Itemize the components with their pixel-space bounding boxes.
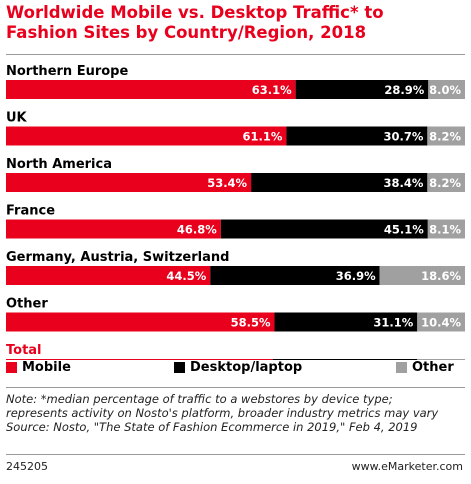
bar-desktop-laptop-uk — [286, 126, 428, 146]
category-label-france: France — [6, 204, 55, 219]
legend-item-other: Other — [396, 360, 454, 375]
bottom-divider — [6, 454, 465, 455]
note-line-2: represents activity on Nosto's platform,… — [6, 406, 439, 420]
legend-label-desktop: Desktop/laptop — [190, 360, 303, 375]
bar-other-france — [427, 219, 465, 239]
data-label-mobile-northern-europe: 63.1% — [252, 83, 292, 97]
category-label-other: Other — [6, 297, 48, 312]
data-label-other-uk: 8.2% — [429, 130, 461, 144]
bar-mobile-france — [6, 219, 221, 239]
brand-link[interactable]: www.eMarketer.com — [351, 460, 463, 473]
bar-mobile-other — [6, 312, 275, 332]
category-label-germany-austria-switzerland: Germany, Austria, Switzerland — [6, 250, 229, 265]
note-source: Source: Nosto, "The State of Fashion Eco… — [6, 420, 418, 434]
chart-note: Note: *median percentage of traffic to a… — [6, 392, 468, 434]
bar-mobile-total — [6, 359, 273, 360]
bar-mobile-northern-europe — [6, 80, 296, 99]
data-label-other-france: 8.1% — [429, 223, 461, 237]
category-label-total: Total — [6, 343, 42, 358]
title-divider — [6, 54, 465, 55]
legend-swatch-other — [396, 362, 407, 373]
data-label-mobile-north-america: 53.4% — [207, 176, 247, 190]
chart-title: Worldwide Mobile vs. Desktop Traffic* to… — [6, 3, 384, 42]
category-label-north-america: North America — [6, 157, 112, 172]
stacked-bar-chart: Northern Europe 63.1% 28.9% 8.0% UK 61.1% 30.7… — [6, 64, 465, 360]
data-label-desktop-laptop-france: 45.1% — [384, 223, 424, 237]
data-label-other-north-america: 8.2% — [429, 176, 461, 190]
category-label-uk: UK — [6, 111, 28, 126]
bar-desktop-laptop-other — [274, 312, 418, 332]
category-label-northern-europe: Northern Europe — [6, 64, 128, 79]
bar-other-northern-europe — [428, 80, 465, 99]
data-label-desktop-laptop-uk: 30.7% — [383, 130, 423, 144]
bar-other-germany-austria-switzerland — [379, 266, 465, 285]
data-label-mobile-france: 46.8% — [177, 223, 217, 237]
legend-item-desktop: Desktop/laptop — [174, 360, 302, 375]
data-label-mobile-other: 58.5% — [231, 316, 271, 330]
bar-desktop-laptop-northern-europe — [295, 80, 429, 99]
data-label-desktop-laptop-north-america: 38.4% — [383, 176, 423, 190]
bar-other-uk — [427, 126, 465, 146]
legend-item-mobile: Mobile — [6, 360, 71, 375]
data-label-desktop-laptop-northern-europe: 28.9% — [384, 83, 424, 97]
legend-swatch-desktop — [174, 362, 185, 373]
bar-desktop-laptop-france — [220, 219, 428, 239]
bar-mobile-north-america — [6, 173, 252, 192]
data-label-other-germany-austria-switzerland: 18.6% — [421, 269, 461, 283]
bar-desktop-laptop-north-america — [251, 173, 428, 192]
bar-other-total — [417, 359, 465, 360]
bar-desktop-laptop-total — [272, 359, 418, 360]
note-line-1: Note: *median percentage of traffic to a… — [6, 392, 393, 406]
bar-desktop-laptop-germany-austria-switzerland — [210, 266, 380, 285]
data-label-desktop-laptop-other: 31.1% — [373, 316, 413, 330]
legend: Mobile Desktop/laptop Other — [6, 360, 465, 378]
chart-id: 245205 — [6, 460, 48, 473]
bar-mobile-germany-austria-switzerland — [6, 266, 211, 285]
data-label-desktop-laptop-germany-austria-switzerland: 36.9% — [336, 269, 376, 283]
bar-other-other — [417, 312, 465, 332]
bar-mobile-uk — [6, 126, 287, 146]
legend-label-mobile: Mobile — [22, 360, 71, 375]
data-label-other-other: 10.4% — [421, 316, 461, 330]
data-label-mobile-germany-austria-switzerland: 44.5% — [166, 269, 206, 283]
data-label-other-northern-europe: 8.0% — [429, 83, 461, 97]
footer-divider — [6, 387, 465, 388]
legend-label-other: Other — [412, 360, 454, 375]
legend-swatch-mobile — [6, 362, 17, 373]
bar-other-north-america — [427, 173, 465, 192]
data-label-mobile-uk: 61.1% — [243, 130, 283, 144]
